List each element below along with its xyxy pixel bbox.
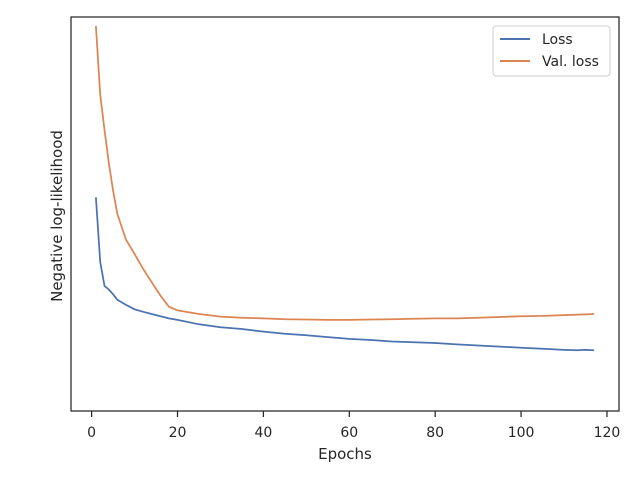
- legend: Loss Val. loss: [492, 25, 611, 77]
- x-axis-label: Epochs: [318, 445, 372, 463]
- series-line-loss: [95, 197, 595, 352]
- x-tick-label: 40: [254, 425, 272, 441]
- x-tick-label: 120: [594, 425, 621, 441]
- legend-label-loss: Loss: [542, 32, 573, 48]
- x-ticks: 0 20 40 60 80 100 120: [87, 411, 620, 441]
- x-tick-label: 80: [426, 425, 444, 441]
- plot-frame: [70, 16, 620, 412]
- x-tick-label: 60: [340, 425, 358, 441]
- x-tick-label: 100: [508, 425, 535, 441]
- legend-label-val-loss: Val. loss: [542, 54, 599, 70]
- y-axis-label: Negative log-likelihood: [48, 130, 66, 302]
- series-line-val-loss: [95, 25, 595, 321]
- series-layer: [95, 25, 595, 352]
- x-tick-label: 0: [87, 425, 96, 441]
- x-tick-label: 20: [169, 425, 187, 441]
